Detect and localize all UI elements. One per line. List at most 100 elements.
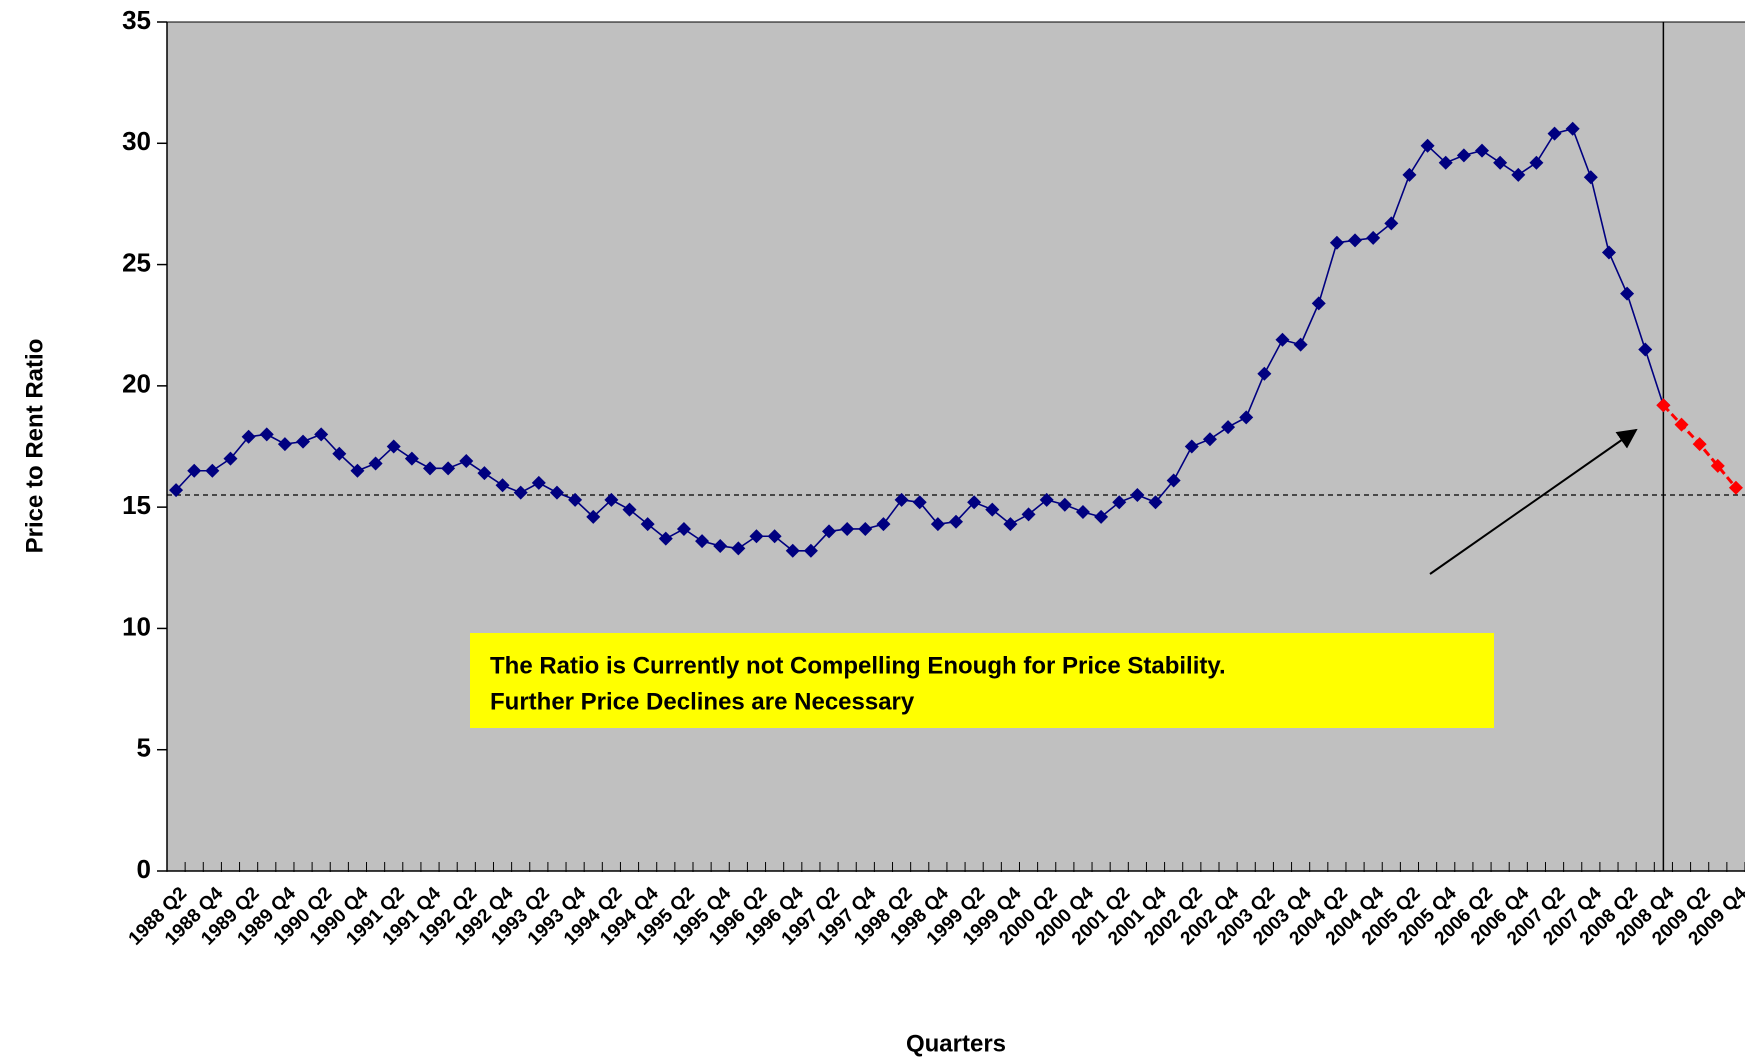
data-point: [1692, 437, 1707, 452]
y-tick-label: 30: [122, 126, 151, 156]
data-point: [1184, 439, 1199, 454]
data-point: [695, 534, 710, 549]
data-point: [1547, 126, 1562, 141]
data-point: [640, 517, 655, 532]
data-point: [967, 495, 982, 510]
data-point: [949, 514, 963, 529]
data-point: [1565, 121, 1580, 136]
data-point: [1039, 492, 1054, 507]
data-point: [1293, 337, 1308, 352]
data-point: [1475, 143, 1489, 158]
x-axis-title: Quarters: [906, 1030, 1006, 1057]
data-point: [549, 485, 564, 500]
data-point: [1221, 420, 1236, 435]
data-point: [1402, 167, 1417, 182]
data-point: [495, 478, 510, 493]
data-point: [1094, 509, 1109, 524]
data-point: [749, 529, 764, 544]
data-point: [731, 541, 746, 556]
data-point: [1638, 342, 1653, 357]
data-point: [1311, 296, 1326, 311]
data-point: [1329, 235, 1344, 250]
data-point: [513, 485, 528, 500]
data-point: [1275, 332, 1290, 347]
y-tick-label: 25: [122, 247, 151, 277]
annotation-box: [470, 633, 1494, 728]
data-point: [1148, 495, 1163, 510]
plot-area: [167, 22, 1745, 871]
data-point: [169, 483, 184, 498]
data-point: [314, 427, 329, 442]
data-point: [568, 492, 583, 507]
annotation-line: The Ratio is Currently not Compelling En…: [490, 652, 1226, 679]
data-point: [1239, 410, 1254, 425]
y-tick-label: 5: [137, 733, 151, 763]
data-point: [350, 463, 365, 478]
data-point: [386, 439, 401, 454]
data-point: [876, 517, 891, 532]
data-point: [1202, 432, 1217, 447]
data-point: [259, 427, 274, 442]
data-point: [713, 538, 728, 553]
data-point: [477, 466, 492, 481]
annotation-line: Further Price Declines are Necessary: [490, 688, 915, 715]
data-point: [1493, 155, 1508, 170]
data-point: [459, 454, 474, 469]
data-point: [368, 456, 383, 471]
y-tick-label: 15: [122, 490, 151, 520]
data-point: [622, 502, 637, 517]
data-point: [1529, 155, 1544, 170]
data-point: [803, 543, 818, 558]
data-point: [785, 543, 800, 558]
data-point: [205, 463, 220, 478]
data-point: [277, 437, 292, 452]
y-tick-label: 20: [122, 369, 151, 399]
data-point: [1511, 167, 1526, 182]
data-point: [1456, 148, 1471, 163]
data-point: [296, 434, 311, 449]
data-point: [223, 451, 238, 466]
data-point: [241, 429, 256, 444]
data-point: [767, 529, 782, 544]
data-point: [1075, 504, 1090, 519]
data-point: [1420, 138, 1435, 153]
data-point: [1438, 155, 1453, 170]
data-point: [1674, 417, 1689, 432]
data-point: [1620, 286, 1635, 301]
data-point: [1348, 233, 1363, 248]
data-point: [1021, 507, 1036, 522]
y-tick-label: 0: [137, 854, 151, 884]
data-point: [930, 517, 945, 532]
data-point: [1130, 488, 1145, 503]
y-axis-title: Price to Rent Ratio: [21, 339, 48, 554]
data-point: [1656, 398, 1671, 413]
data-point: [985, 502, 1000, 517]
data-point: [1710, 458, 1725, 473]
data-point: [676, 521, 691, 536]
data-point: [1112, 495, 1127, 510]
data-point: [187, 463, 202, 478]
data-point: [822, 524, 837, 539]
data-point: [1583, 170, 1598, 185]
data-point: [1257, 366, 1272, 381]
data-point: [531, 475, 546, 490]
data-point: [894, 492, 909, 507]
data-point: [1166, 473, 1181, 488]
arrow: [1429, 428, 1638, 575]
data-point: [604, 492, 619, 507]
data-point: [1601, 245, 1616, 260]
data-point: [658, 531, 673, 546]
data-point: [1366, 230, 1381, 245]
data-point: [441, 461, 456, 476]
data-point: [586, 509, 601, 524]
data-point: [404, 451, 419, 466]
data-point: [1384, 216, 1399, 231]
data-point: [858, 521, 873, 536]
data-point: [1728, 480, 1743, 495]
data-point: [1057, 497, 1072, 512]
data-point: [840, 521, 855, 536]
y-tick-label: 35: [122, 5, 151, 35]
data-point: [1003, 517, 1018, 532]
